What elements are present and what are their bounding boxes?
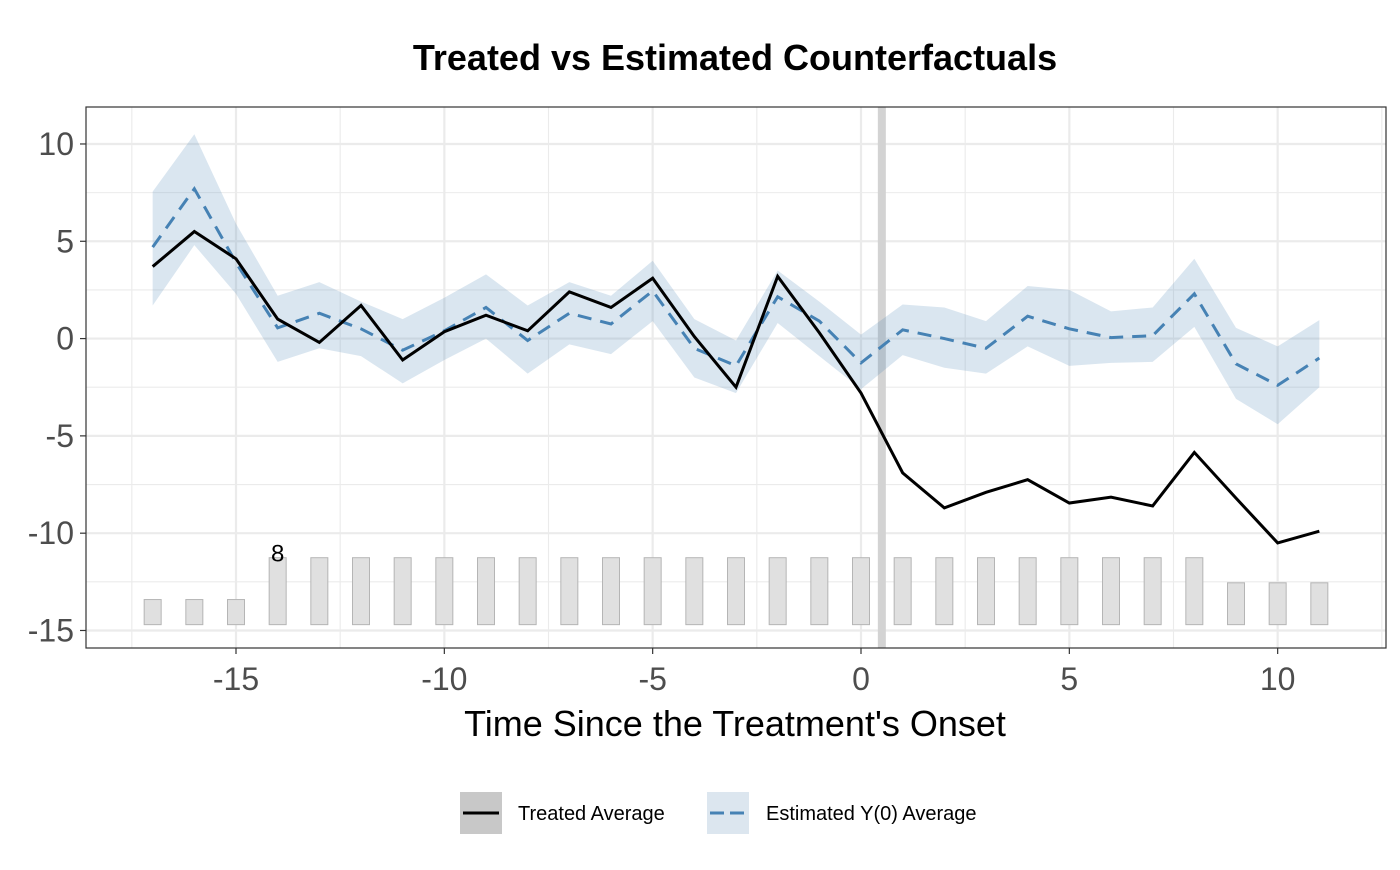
count-bar [185, 599, 204, 626]
count-bar [1227, 582, 1245, 626]
count-bar [1060, 557, 1079, 626]
count-bar [1143, 557, 1162, 626]
legend-label-treated: Treated Average [518, 803, 665, 825]
treatment-onset-line [877, 107, 886, 648]
legend: Treated Average Estimated Y(0) Average [460, 792, 977, 834]
legend-label-estimated: Estimated Y(0) Average [766, 803, 977, 825]
x-tick-label: -15 [213, 661, 259, 697]
count-bar [268, 557, 287, 626]
count-bar [518, 557, 537, 626]
count-bar [393, 557, 412, 626]
count-bar [477, 557, 495, 626]
count-bar [685, 557, 704, 626]
count-bar [1018, 557, 1037, 626]
y-tick-label: -5 [46, 418, 74, 454]
count-bar [893, 557, 912, 626]
count-bar [977, 557, 995, 626]
count-bar [602, 557, 620, 626]
series-line-treated [151, 229, 1320, 545]
grid [86, 107, 1386, 648]
legend-item-treated: Treated Average [460, 792, 665, 834]
chart-title: Treated vs Estimated Counterfactuals [413, 37, 1057, 78]
count-bar [1102, 557, 1120, 626]
x-axis-label: Time Since the Treatment's Onset [464, 703, 1006, 744]
count-bar [352, 557, 370, 626]
y-tick-label: 5 [56, 223, 74, 259]
x-tick-label: 10 [1260, 661, 1296, 697]
ci-band [152, 134, 1320, 425]
count-bar [560, 557, 579, 626]
count-bar [643, 557, 662, 626]
x-tick-label: 0 [852, 661, 870, 697]
legend-item-estimated: Estimated Y(0) Average [707, 792, 977, 834]
y-tick-label: -15 [28, 612, 74, 648]
count-bar [1185, 557, 1204, 626]
x-axis: -15 -10 -5 0 5 10 [213, 648, 1296, 697]
count-bar [727, 557, 745, 626]
plot-border [85, 106, 1387, 649]
y-tick-label: 10 [38, 126, 74, 162]
count-bar [1310, 582, 1329, 626]
count-bar [435, 557, 454, 626]
count-bar [935, 557, 954, 626]
x-tick-label: -10 [421, 661, 467, 697]
count-bar [227, 599, 245, 626]
y-axis: 10 5 0 -5 -10 -15 [28, 126, 86, 648]
count-bar [810, 557, 829, 626]
count-bar [1268, 582, 1287, 626]
count-bars [143, 557, 1329, 626]
x-tick-label: -5 [638, 661, 666, 697]
count-bar [852, 557, 870, 626]
count-bar [310, 557, 329, 626]
count-bar [143, 599, 162, 626]
count-bar [768, 557, 787, 626]
y-tick-label: 0 [56, 321, 74, 357]
y-tick-label: -10 [28, 515, 74, 551]
series-line-estimated [151, 185, 1321, 388]
x-tick-label: 5 [1060, 661, 1078, 697]
count-label: 8 [271, 541, 284, 568]
